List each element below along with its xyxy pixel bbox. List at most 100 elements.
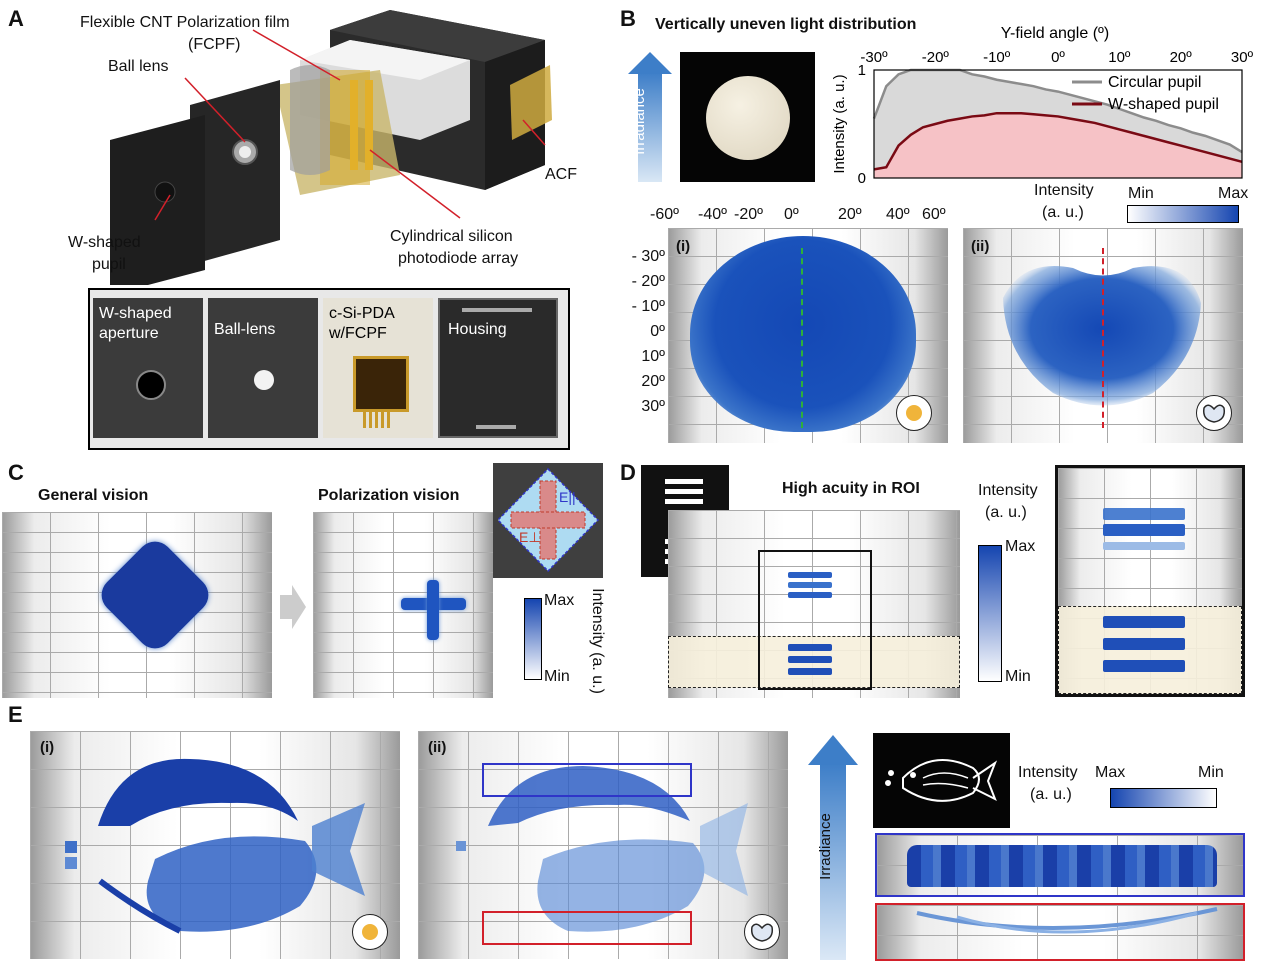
fish-image-circular: [65, 758, 365, 934]
map-y-tick-label: 10º: [641, 348, 665, 365]
intensity-profile-chart: Y-field angle (º) -30º -20º -10º 0º 10º 20º 30…: [831, 25, 1254, 187]
map-x-tick-label: 0º: [784, 206, 799, 223]
legend-label: Circular pupil: [1108, 74, 1201, 91]
fish-belly-zoom: [916, 907, 1218, 934]
general-vision-map: [2, 512, 272, 698]
aperture-photo: W-shaped aperture: [93, 298, 203, 438]
chart-y-axis-title: Intensity (a. u.): [831, 74, 848, 173]
colorbar-c-title-wrap: Intensity (a. u.): [584, 582, 606, 702]
colorbar-e-max: Max: [1095, 764, 1126, 781]
w-aperture-hole: [136, 370, 166, 400]
w-pupil-badge-e: [744, 914, 780, 950]
chart-frame: [873, 69, 1243, 179]
x-tick-label: 10º: [1108, 49, 1131, 66]
pda-photo: c-Si-PDA w/FCPF: [323, 298, 433, 438]
map-x-tick-label: -60º: [650, 206, 679, 223]
red-roi-box: [482, 911, 692, 945]
map-y-tick-label: 0º: [650, 323, 665, 340]
polarization-inset: E|| E⊥: [493, 463, 603, 578]
map-y-tick-label: - 30º: [631, 248, 665, 265]
colorbar-d-min: Min: [1005, 668, 1031, 685]
e-parallel-label: E||: [559, 489, 576, 505]
aperture-label-2: aperture: [99, 325, 159, 342]
colorbar-e-label-2: (a. u.): [1030, 786, 1072, 803]
roi-bar: [788, 644, 832, 651]
colorbar-c-min: Min: [544, 668, 570, 685]
roi-bar: [788, 656, 832, 663]
cross-vertical: [427, 580, 439, 640]
target-bar: [665, 489, 703, 494]
ball-lens-disc: [254, 370, 274, 390]
irradiance-arrow-b: [628, 52, 672, 182]
x-tick-label: -30º: [860, 49, 888, 66]
general-vision-title: General vision: [38, 487, 149, 504]
housing-photo-label: Housing: [448, 321, 507, 338]
w-pupil-icon: [1202, 404, 1226, 423]
roi-bar: [788, 668, 832, 675]
map-y-tick-label: 30º: [641, 398, 665, 415]
zoom-bar: [1103, 524, 1185, 536]
housing-slot-top: [462, 308, 532, 312]
fish-i-label: (i): [40, 739, 55, 756]
red-center-line: [1102, 248, 1104, 428]
intensity-map-circular: (i): [668, 228, 948, 443]
panel-b-title: Vertically uneven light distribution: [655, 16, 917, 33]
irradiance-label-e: Irradiance: [816, 813, 834, 880]
circular-pupil-badge: [896, 395, 932, 431]
map-i-label: (i): [676, 238, 691, 255]
map-y-tick-label: - 10º: [631, 298, 665, 315]
pda-photo-label-1: c-Si-PDA: [329, 305, 395, 322]
zoom-bar: [1103, 508, 1185, 520]
pda-label-1: Cylindrical silicon: [390, 228, 513, 245]
pupil-label-2: pupil: [92, 256, 126, 273]
circular-pupil-icon-e: [362, 924, 378, 940]
pda-chip: [353, 356, 409, 412]
roi-map: [668, 510, 960, 698]
zoom-bar: [1103, 616, 1185, 628]
series-area-1: [874, 113, 1242, 178]
component-photo-strip: W-shaped aperture Ball-lens c-Si-PDA w/F…: [88, 288, 570, 450]
e-perp-label: E⊥: [519, 529, 541, 545]
circular-spot: [690, 236, 916, 432]
roi-zoom: [1055, 465, 1245, 697]
c-arrow: [280, 585, 306, 629]
polarization-vision-map: [313, 512, 493, 698]
colorbar-b: [1127, 205, 1239, 223]
y-tick-label: 0: [858, 170, 866, 187]
ball-lens-photo-label: Ball-lens: [214, 321, 276, 338]
target-bar: [665, 479, 703, 484]
series-line-1: [873, 111, 1243, 171]
pupil-label-1: W-shaped: [68, 234, 141, 251]
housing-photo: Housing: [438, 298, 558, 438]
acf-label: ACF: [545, 166, 577, 183]
fish-zoom-blue: [875, 833, 1245, 897]
blue-roi-box: [482, 763, 692, 797]
colorbar-c: [524, 598, 542, 680]
pda-label-2: photodiode array: [398, 250, 519, 267]
fish-map-circular: (i): [30, 731, 400, 959]
w-pupil-icon-e: [750, 923, 774, 942]
panel-label-a: A: [8, 6, 24, 31]
x-tick-label: -20º: [922, 49, 950, 66]
map-x-tick-label: -20º: [734, 206, 763, 223]
colorbar-e-min: Min: [1198, 764, 1224, 781]
polarization-vision-title: Polarization vision: [318, 487, 460, 504]
circular-pupil-image: [680, 52, 815, 182]
y-tick-label: 1: [858, 62, 866, 79]
colorbar-b-label-1: Intensity: [1034, 182, 1094, 199]
zoom-bar: [1103, 638, 1185, 650]
colorbar-d-max: Max: [1005, 538, 1036, 555]
panel-label-b: B: [620, 6, 636, 31]
zoom-bar: [1103, 660, 1185, 672]
fish-zoom-red: [875, 903, 1245, 961]
colorbar-d-label-2: (a. u.): [985, 504, 1027, 521]
roi-bar: [788, 582, 832, 588]
map-ii-label: (ii): [971, 238, 990, 255]
map-y-tick-label: 20º: [641, 373, 665, 390]
fish-ii-label: (ii): [428, 739, 447, 756]
roi-title: High acuity in ROI: [782, 480, 920, 497]
x-tick-label: 30º: [1231, 49, 1254, 66]
roi-frame: [758, 550, 872, 690]
colorbar-c-max: Max: [544, 592, 575, 609]
colorbar-b-min: Min: [1128, 185, 1154, 202]
